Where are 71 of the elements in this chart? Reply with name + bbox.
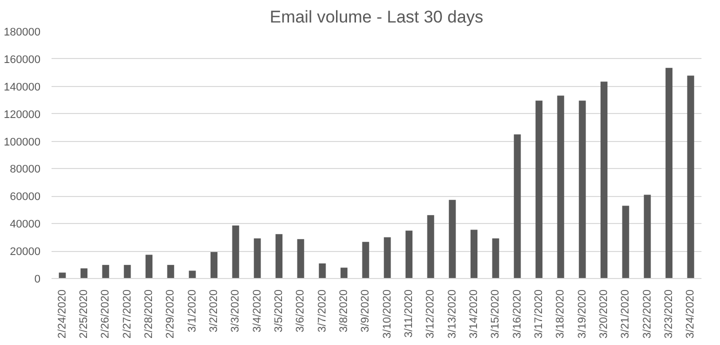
bar (167, 264, 174, 278)
x-tick-label: 3/11/2020 (403, 289, 415, 338)
x-tick-label: 3/6/2020 (294, 289, 307, 332)
x-tick-label: 3/16/2020 (511, 290, 524, 338)
x-tick-label: 2/28/2020 (143, 290, 155, 338)
x-tick-label: 2/26/2020 (100, 290, 112, 338)
y-tick-label: 100000 (4, 136, 41, 148)
x-tick-label: 3/19/2020 (576, 290, 588, 338)
y-tick-label: 0 (34, 274, 41, 286)
x-tick-label: 3/24/2020 (684, 290, 697, 338)
bar (514, 134, 521, 278)
x-tick-label: 3/7/2020 (316, 289, 328, 332)
x-tick-label: 3/4/2020 (251, 289, 264, 332)
bar (644, 194, 651, 278)
x-tick-label: 3/23/2020 (663, 290, 675, 338)
x-tick-label: 3/21/2020 (620, 290, 632, 338)
y-tick-label: 80000 (10, 164, 41, 176)
bar (578, 100, 586, 278)
bar (276, 234, 282, 278)
x-tick-label: 3/5/2020 (273, 289, 285, 332)
bar (188, 270, 196, 278)
x-tick-label: 3/1/2020 (186, 289, 198, 332)
y-tick-label: 120000 (4, 108, 41, 121)
x-tick-label: 2/27/2020 (121, 290, 134, 338)
y-tick-label: 40000 (10, 218, 41, 231)
bar (666, 68, 672, 278)
x-tick-label: 2/24/2020 (56, 290, 68, 338)
y-tick-label: 180000 (4, 26, 41, 38)
bar (600, 82, 608, 278)
x-tick-label: 3/12/2020 (424, 290, 437, 338)
bar (492, 238, 500, 278)
bar (622, 206, 630, 278)
bar (124, 264, 131, 278)
y-tick-label: 160000 (4, 54, 41, 66)
x-tick-label: 3/20/2020 (598, 290, 610, 338)
x-tick-label: 3/15/2020 (490, 290, 502, 338)
bar (232, 226, 240, 278)
bar (470, 230, 478, 278)
bar (340, 268, 348, 278)
bar (297, 239, 304, 278)
x-tick-label: 3/8/2020 (338, 289, 350, 332)
x-tick-label: 3/22/2020 (641, 290, 654, 338)
x-tick-label: 2/25/2020 (78, 290, 90, 338)
bar (102, 264, 110, 278)
bar (318, 263, 326, 278)
bar (210, 252, 218, 278)
bar (557, 96, 564, 278)
y-tick-label: 20000 (10, 246, 41, 258)
x-tick-label: 3/17/2020 (533, 290, 545, 338)
x-tick-label: 3/18/2020 (554, 290, 567, 338)
y-tick-label: 140000 (4, 81, 41, 94)
y-tick-label: 60000 (10, 191, 41, 204)
bar (146, 254, 152, 278)
bar (687, 76, 694, 278)
x-tick-label: 3/13/2020 (446, 290, 458, 338)
bar (448, 200, 456, 278)
chart-title: Email volume - Last 30 days (270, 8, 484, 26)
x-tick-label: 3/3/2020 (230, 289, 242, 332)
bar (80, 268, 88, 278)
x-tick-label: 3/9/2020 (360, 289, 372, 332)
bar (427, 215, 434, 278)
bar (384, 237, 391, 278)
bar (536, 100, 542, 278)
bar (58, 272, 66, 278)
x-tick-label: 2/29/2020 (164, 290, 177, 338)
x-tick-label: 3/14/2020 (468, 290, 480, 338)
x-tick-label: 3/2/2020 (208, 289, 220, 332)
bar (254, 238, 261, 278)
bar (406, 230, 412, 278)
bar (362, 242, 370, 278)
x-tick-label: 3/10/2020 (381, 290, 394, 338)
